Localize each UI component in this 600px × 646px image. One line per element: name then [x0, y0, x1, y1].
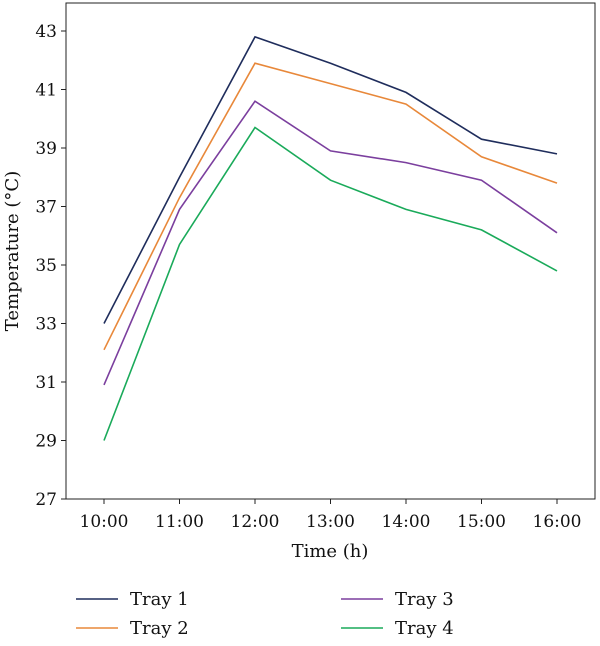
x-tick-label: 13:00	[306, 512, 355, 532]
series-line-tray-4	[103, 126, 558, 441]
y-tick-label: 27	[35, 490, 57, 510]
y-tick-label: 39	[35, 139, 57, 159]
legend-label-tray-3: Tray 3	[395, 589, 454, 610]
x-tick-label: 11:00	[155, 512, 204, 532]
x-tick-label: 16:00	[533, 512, 582, 532]
x-tick-label: 10:00	[80, 512, 129, 532]
series-lines	[103, 35, 558, 441]
legend-label-tray-4: Tray 4	[395, 618, 454, 639]
series-line-tray-1	[103, 35, 558, 324]
y-tick-label: 31	[35, 373, 57, 393]
x-axis-title: Time (h)	[292, 541, 369, 562]
y-tick-label: 29	[35, 432, 57, 452]
legend-label-tray-2: Tray 2	[130, 618, 189, 639]
y-tick-label: 41	[35, 81, 57, 101]
series-line-tray-3	[103, 100, 558, 386]
series-line-tray-2	[103, 62, 558, 351]
x-tick-label: 15:00	[457, 512, 506, 532]
legend: Tray 1 Tray 2 Tray 3 Tray 4	[76, 589, 454, 639]
x-tick-label: 14:00	[382, 512, 431, 532]
y-axis: 27 29 31 33 35 37 39 41 43	[35, 22, 66, 510]
y-axis-title: Temperature (°C)	[2, 171, 23, 331]
y-tick-label: 37	[35, 198, 57, 218]
plot-frame	[65, 2, 596, 500]
x-tick-label: 12:00	[231, 512, 280, 532]
x-axis: 10:00 11:00 12:00 13:00 14:00 15:00 16:00	[80, 499, 582, 532]
y-tick-label: 33	[35, 315, 57, 335]
legend-label-tray-1: Tray 1	[130, 589, 189, 610]
y-tick-label: 35	[35, 256, 57, 276]
y-tick-label: 43	[35, 22, 57, 42]
